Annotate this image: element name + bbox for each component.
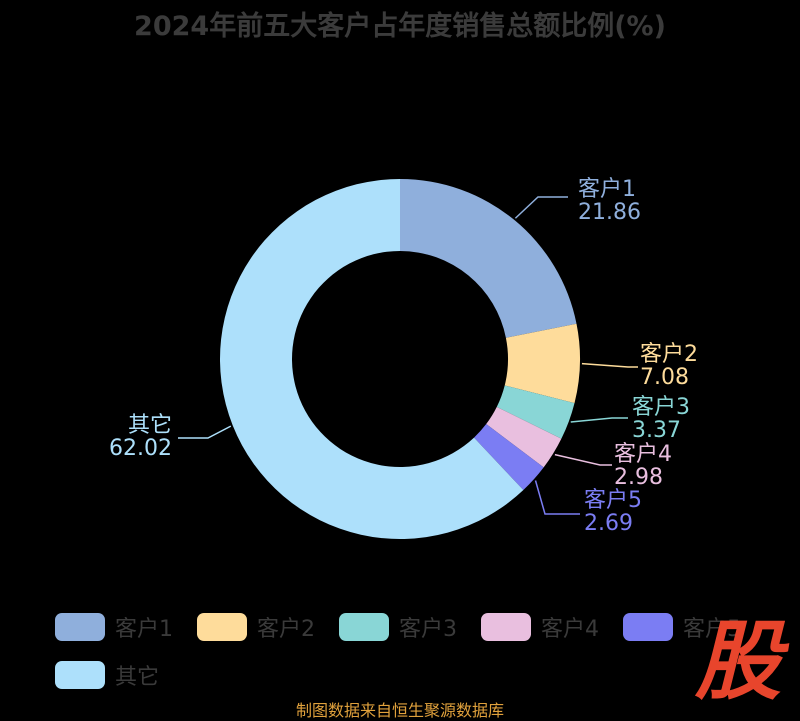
legend-label: 其它 [115,665,160,690]
donut-slice-3 [496,385,575,439]
legend-label: 客户4 [541,617,599,642]
leader-line-2 [581,362,638,368]
slice-label-name-4: 客户4 [614,442,672,467]
legend-item-3[interactable]: 客户3 [339,612,457,642]
legend-swatch [55,661,105,689]
watermark-logo: 股 [695,612,781,712]
leader-line-4 [554,453,612,466]
leader-line-6 [178,425,232,439]
legend-label: 客户3 [399,617,457,642]
slice-label-value-3: 3.37 [632,418,681,443]
legend-label: 客户5 [683,617,741,642]
slice-label-name-1: 客户1 [578,177,636,202]
legend-item-5[interactable]: 客户5 [623,612,741,642]
chart-title: 2024年前五大客户占年度销售总额比例(%) [134,11,666,42]
slice-label-name-2: 客户2 [640,342,698,367]
legend-item-6[interactable]: 其它 [55,660,159,690]
legend-swatch [55,613,105,641]
donut-slice-6 [220,178,524,539]
legend-swatch [623,613,673,641]
slice-label-value-4: 2.98 [614,465,663,490]
slice-label-value-2: 7.08 [640,365,689,390]
legend-item-2[interactable]: 客户2 [197,612,315,642]
legend-label: 客户1 [115,617,173,642]
donut-slice-4 [486,406,562,468]
legend-swatch [481,613,531,641]
legend-item-1[interactable]: 客户1 [55,612,173,642]
slice-label-name-6: 其它 [128,413,172,438]
slice-label-value-6: 62.02 [109,436,172,461]
legend-label: 客户2 [257,617,315,642]
slice-label-name-3: 客户3 [632,395,690,420]
slice-label-value-1: 21.86 [578,200,641,225]
donut-slice-2 [504,323,581,404]
leader-line-3 [570,417,628,423]
slice-label-name-5: 客户5 [584,488,642,513]
slice-label-value-5: 2.69 [584,511,633,536]
source-note: 制图数据来自恒生聚源数据库 [295,701,504,720]
legend-item-4[interactable]: 客户4 [481,612,599,642]
legend-swatch [197,613,247,641]
legend-swatch [339,613,389,641]
donut-slice-5 [474,424,544,491]
donut-slice-1 [400,179,577,338]
leader-line-5 [534,480,580,515]
leader-line-1 [514,196,568,219]
